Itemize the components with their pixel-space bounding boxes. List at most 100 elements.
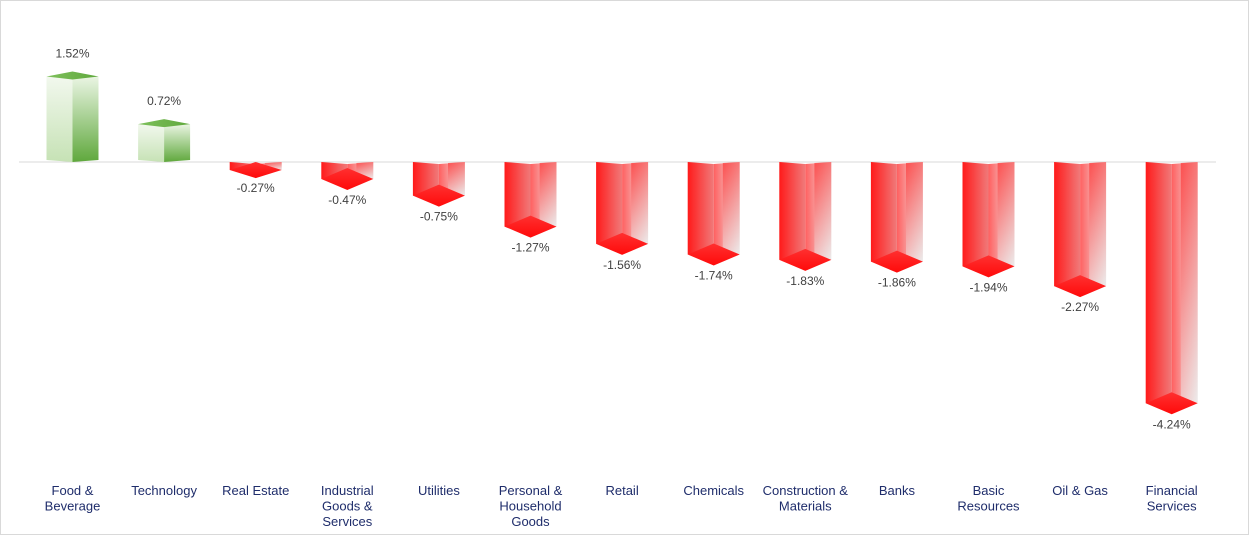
bar-face-left bbox=[1145, 162, 1172, 404]
category-label-line: Chemicals bbox=[683, 483, 744, 498]
bar-face-left bbox=[962, 162, 989, 267]
bar-face-left bbox=[596, 162, 623, 244]
bar-cap bbox=[596, 232, 649, 255]
bar-8 bbox=[687, 162, 740, 266]
bars-layer bbox=[46, 71, 1198, 415]
category-label-line: Industrial bbox=[321, 483, 374, 498]
bar-face-right-shade bbox=[722, 162, 740, 255]
data-label: -0.47% bbox=[328, 193, 366, 207]
category-label-line: Personal & bbox=[499, 483, 563, 498]
bar-face-right bbox=[164, 124, 191, 162]
category-label: Personal & Household Goods bbox=[499, 483, 563, 529]
category-label: Chemicals bbox=[683, 483, 744, 498]
data-label: 1.52% bbox=[55, 47, 89, 61]
category-label: Real Estate bbox=[222, 483, 289, 498]
bar-face-left bbox=[1054, 162, 1081, 287]
category-label: Basic Resources bbox=[957, 483, 1020, 514]
data-labels-layer: 1.52% 0.72% -0.27% -0.47% -0.75% -1.27% -1.56%… bbox=[55, 47, 1191, 432]
bar-11 bbox=[962, 162, 1015, 278]
data-label: -1.74% bbox=[695, 269, 733, 283]
bar-face-left bbox=[138, 124, 165, 162]
data-label: -1.94% bbox=[969, 280, 1007, 294]
bar-cap bbox=[412, 184, 465, 207]
category-label: Utilities bbox=[418, 483, 460, 498]
category-label-line: Beverage bbox=[45, 499, 101, 514]
category-label-line: Goods bbox=[511, 514, 550, 529]
category-label-line: Materials bbox=[779, 499, 832, 514]
category-label-line: Services bbox=[1147, 499, 1197, 514]
bar-face-right-shade bbox=[539, 162, 557, 227]
bar-face-left bbox=[687, 162, 714, 255]
category-label-line: Technology bbox=[131, 483, 197, 498]
bar-cap bbox=[962, 255, 1015, 278]
category-label-line: Resources bbox=[957, 499, 1020, 514]
data-label: -2.27% bbox=[1061, 300, 1099, 314]
data-label: -1.86% bbox=[878, 276, 916, 290]
bar-face-left bbox=[779, 162, 806, 260]
bar-face-right-shade bbox=[631, 162, 649, 244]
bar-face-left bbox=[46, 76, 73, 162]
bar-cap bbox=[1145, 392, 1198, 415]
bar-face-right-shade bbox=[906, 162, 923, 262]
category-label-line: Basic bbox=[973, 483, 1005, 498]
category-label: Retail bbox=[605, 483, 638, 498]
category-label-line: Banks bbox=[879, 483, 916, 498]
category-label-line: Oil & Gas bbox=[1052, 483, 1108, 498]
category-label: Financial Services bbox=[1146, 483, 1198, 514]
bar-face-right-shade bbox=[1089, 162, 1107, 287]
bar-7 bbox=[596, 162, 649, 255]
category-label-line: Food & bbox=[52, 483, 94, 498]
category-label-line: Financial bbox=[1146, 483, 1198, 498]
data-label: -4.24% bbox=[1153, 417, 1191, 431]
data-label: 0.72% bbox=[147, 94, 181, 108]
data-label: -0.27% bbox=[237, 181, 275, 195]
bar-cap bbox=[870, 250, 923, 273]
category-label: Banks bbox=[879, 483, 916, 498]
data-label: -1.56% bbox=[603, 258, 641, 272]
category-label: Construction & Materials bbox=[763, 483, 849, 514]
data-label: -1.83% bbox=[786, 274, 824, 288]
category-label-line: Utilities bbox=[418, 483, 460, 498]
bar-3 bbox=[229, 162, 282, 179]
bar-face-left bbox=[504, 162, 531, 227]
bar-face-left bbox=[412, 162, 439, 196]
category-label-line: Household bbox=[499, 499, 561, 514]
bar-face-left bbox=[870, 162, 897, 262]
data-label: -0.75% bbox=[420, 210, 458, 224]
category-label-line: Retail bbox=[605, 483, 638, 498]
bar-face-right-shade bbox=[997, 162, 1015, 267]
bar-1 bbox=[46, 71, 99, 162]
bar-10 bbox=[870, 162, 923, 273]
bar-cap bbox=[321, 167, 374, 190]
bar-face-right-shade bbox=[448, 162, 465, 196]
bar-6 bbox=[504, 162, 557, 238]
bar-face-right-shade bbox=[814, 162, 832, 260]
bar-cap bbox=[1054, 275, 1107, 298]
bar-4 bbox=[321, 162, 374, 190]
bar-cap bbox=[138, 119, 191, 128]
bar-5 bbox=[412, 162, 465, 207]
bar-cap bbox=[46, 71, 99, 80]
category-label-line: Goods & bbox=[322, 499, 373, 514]
bar-12 bbox=[1054, 162, 1107, 298]
bar-cap bbox=[687, 243, 740, 266]
bar-face-right-shade bbox=[1180, 162, 1198, 404]
bar-2 bbox=[138, 119, 191, 162]
data-label: -1.27% bbox=[511, 241, 549, 255]
category-label-line: Construction & bbox=[763, 483, 849, 498]
category-label: Oil & Gas bbox=[1052, 483, 1108, 498]
category-label: Food & Beverage bbox=[45, 483, 101, 514]
bar-9 bbox=[779, 162, 832, 271]
bar-cap bbox=[504, 215, 557, 238]
bar-face-right bbox=[72, 76, 99, 162]
category-label: Technology bbox=[131, 483, 197, 498]
bar-cap bbox=[229, 162, 282, 179]
category-label-line: Real Estate bbox=[222, 483, 289, 498]
category-label-line: Services bbox=[322, 514, 372, 529]
bar-cap bbox=[779, 248, 832, 271]
category-label: Industrial Goods & Services bbox=[321, 483, 374, 529]
bar-13 bbox=[1145, 162, 1198, 415]
category-labels-layer: Food & Beverage Technology Real Estate Indus… bbox=[45, 483, 1198, 529]
